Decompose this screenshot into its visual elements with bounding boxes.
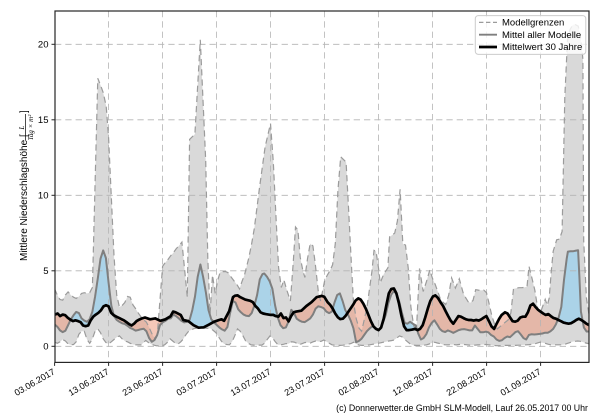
svg-text:Mittlere Niederschlagshöhe [: Mittlere Niederschlagshöhe [ <box>19 134 30 261</box>
svg-text:20: 20 <box>38 40 49 51</box>
svg-text:L: L <box>18 125 26 130</box>
svg-text:15: 15 <box>38 115 49 126</box>
svg-text:Mittelwert 30 Jahre: Mittelwert 30 Jahre <box>502 42 582 53</box>
svg-text:]: ] <box>19 110 30 113</box>
svg-text:10: 10 <box>38 191 49 202</box>
svg-text:5: 5 <box>43 266 48 277</box>
svg-text:Tag × m²: Tag × m² <box>27 114 35 141</box>
svg-text:Modellgrenzen: Modellgrenzen <box>502 18 564 29</box>
svg-text:(c) Donnerwetter.de GmbH SLM-M: (c) Donnerwetter.de GmbH SLM-Modell, Lau… <box>336 403 588 413</box>
svg-text:Mittel aller Modelle: Mittel aller Modelle <box>502 30 581 41</box>
svg-text:0: 0 <box>43 342 48 353</box>
